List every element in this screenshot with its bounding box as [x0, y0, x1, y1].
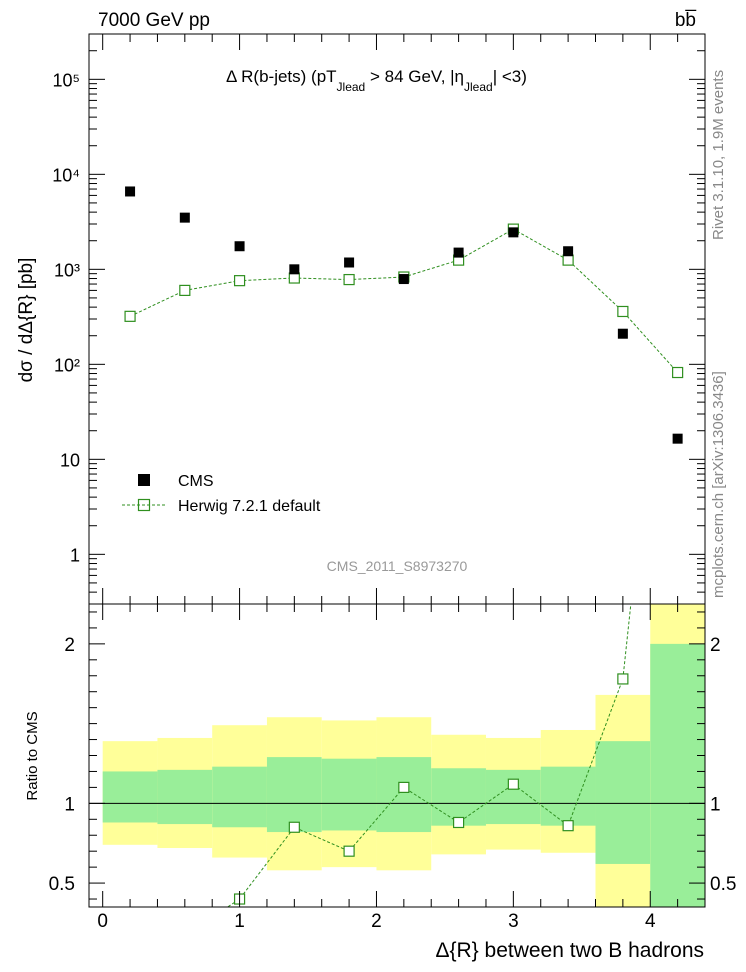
ratio-inner-band — [485, 769, 541, 825]
ratio-point — [180, 931, 190, 941]
herwig-point — [672, 366, 684, 379]
main-y-tick-label: 10³ — [54, 260, 80, 280]
ratio-point — [288, 821, 300, 833]
herwig-line — [129, 228, 678, 373]
ratio-y-axis-label: Ratio to CMS — [24, 711, 41, 800]
main-y-axis-label: dσ / dΔ{R} [pb] — [16, 258, 37, 383]
cms-point — [125, 186, 136, 197]
ratio-point — [398, 781, 410, 793]
main-y-tick-label: 10² — [54, 355, 80, 375]
ratio-point — [507, 778, 519, 790]
ratio-y-tick-label: 1 — [64, 794, 75, 815]
herwig-point — [288, 272, 300, 284]
ratio-point — [125, 950, 135, 960]
mcplots-label: mcplots.cern.ch [arXiv:1306.3436] — [710, 371, 727, 598]
legend-herwig-marker — [137, 498, 151, 512]
cms-point — [563, 246, 574, 257]
ratio-y-tick-label: 2 — [64, 635, 75, 656]
ratio-point — [562, 820, 574, 832]
title-sub-jlead-1: Jlead — [337, 80, 366, 94]
herwig-point — [562, 254, 574, 266]
ratio-y-tick-label: 0.5 — [710, 874, 736, 895]
ratio-panel: 0.5 0.5 1 1 2 2 0 1 2 3 4 Ratio to CMS Δ{R} betwee… — [24, 160, 737, 962]
main-series — [124, 186, 684, 444]
plot-title: Δ R(b-jets) (pTJlead > 84 GeV, |ηJlead| … — [226, 67, 527, 94]
herwig-point — [179, 284, 191, 297]
x-tick-label: 4 — [645, 911, 656, 932]
ratio-y-tick-label: 1 — [710, 794, 721, 815]
cms-point — [672, 433, 683, 444]
ratio-inner-band — [212, 766, 267, 828]
main-y-tick-label: 10⁴ — [52, 165, 80, 185]
x-tick-label: 0 — [97, 911, 108, 932]
cms-point — [398, 274, 409, 285]
ratio-point — [617, 673, 629, 685]
ratio-ticks — [89, 604, 706, 907]
main-y-tick-labels: 1 10 10² 10³ 10⁴ 10⁵ — [52, 70, 80, 565]
herwig-point — [233, 275, 246, 287]
x-axis-label: Δ{R} between two B hadrons — [435, 939, 704, 962]
legend-cms-marker — [138, 474, 150, 486]
herwig-point — [617, 305, 629, 318]
main-y-tick-label: 10⁵ — [53, 70, 80, 90]
ratio-inner-band — [321, 758, 377, 831]
ratio-point — [343, 845, 355, 857]
x-tick-label: 1 — [234, 911, 245, 932]
energy-label: 7000 GeV pp — [98, 10, 210, 31]
main-ticks — [89, 33, 706, 605]
title-part-bjets: (b-jets) (pT — [253, 67, 336, 86]
ratio-point — [453, 816, 465, 829]
x-tick-label: 2 — [371, 911, 382, 932]
ratio-inner-band — [431, 768, 486, 826]
ratio-inner-band — [650, 643, 705, 907]
ratio-series — [125, 160, 683, 960]
ratio-inner-band — [157, 769, 213, 825]
title-part-delta-r: Δ R — [226, 67, 253, 86]
analysis-watermark: CMS_2011_S8973270 — [327, 558, 468, 574]
cms-point — [617, 328, 628, 339]
main-y-tick-label: 10 — [60, 450, 80, 470]
herwig-point — [343, 273, 355, 286]
ratio-inner-band — [266, 757, 322, 833]
ratio-bands — [102, 604, 705, 907]
legend-cms-label: CMS — [178, 473, 214, 490]
ratio-inner-band — [102, 771, 158, 823]
legend: CMS Herwig 7.2.1 default — [122, 473, 321, 515]
ratio-tick-labels: 0.5 0.5 1 1 2 2 0 1 2 3 4 — [49, 635, 737, 932]
main-y-tick-label: 1 — [70, 545, 80, 565]
title-part-cut: > 84 GeV, |η — [365, 67, 464, 86]
x-tick-label: 3 — [508, 911, 519, 932]
main-frame — [88, 33, 706, 605]
cms-point — [453, 247, 464, 258]
ratio-inner-band — [376, 757, 432, 833]
ratio-inner-band — [595, 741, 651, 864]
cms-point — [289, 264, 300, 275]
process-label: bb̅ — [675, 10, 697, 31]
title-sub-jlead-2: Jlead — [464, 80, 493, 94]
legend-herwig-label: Herwig 7.2.1 default — [178, 498, 321, 515]
title-part-eta: | <3) — [493, 67, 527, 86]
cms-point — [508, 227, 519, 238]
ratio-point — [673, 160, 683, 170]
ratio-y-tick-label: 2 — [710, 635, 721, 656]
ratio-y-tick-label: 0.5 — [49, 874, 75, 895]
herwig-point — [124, 310, 136, 322]
cms-point — [234, 241, 245, 252]
cms-point — [179, 212, 190, 223]
cms-point — [344, 257, 355, 268]
rivet-version-label: Rivet 3.1.10, 1.9M events — [710, 70, 727, 240]
